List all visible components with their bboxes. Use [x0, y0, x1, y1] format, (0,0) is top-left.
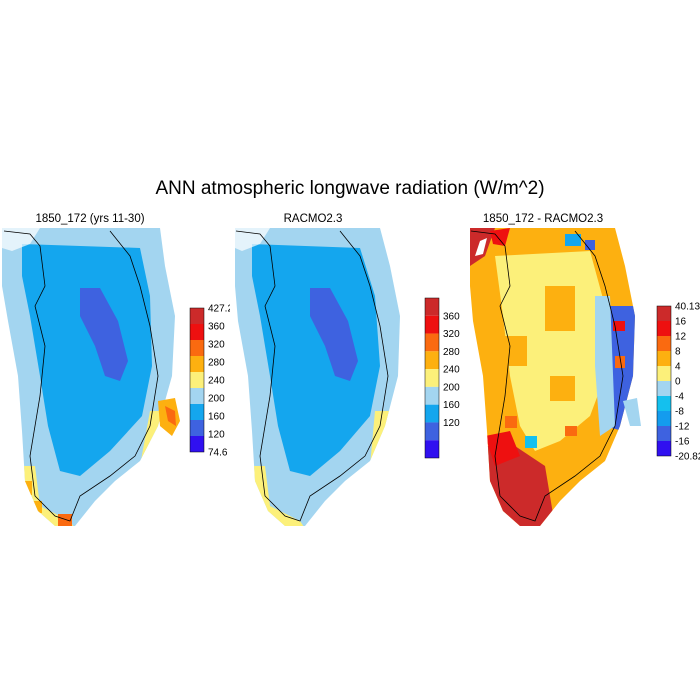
- colorbar-segment: [657, 441, 671, 456]
- colorbar-segment: [657, 321, 671, 336]
- greenland-field: [235, 228, 400, 526]
- colorbar-segment: [425, 386, 439, 405]
- colorbar-segment: [425, 422, 439, 441]
- colorbar-segment: [657, 366, 671, 381]
- colorbar-segment: [657, 426, 671, 441]
- colorbar-segment: [425, 351, 439, 370]
- colorbar-label: 8: [675, 347, 681, 358]
- colorbar-label: 74.6: [208, 448, 228, 459]
- colorbar-label: 320: [443, 329, 460, 340]
- colorbar-segment: [425, 298, 439, 316]
- panel-title-difference: 1850_172 - RACMO2.3: [482, 213, 604, 225]
- colorbar-label: 12: [675, 332, 687, 343]
- greenland-field: [2, 228, 180, 526]
- colorbar-label: 120: [208, 430, 225, 441]
- colorbar-label: 0: [675, 377, 681, 388]
- colorbar-label: -8: [675, 407, 684, 418]
- colorbar-label: -4: [675, 392, 684, 403]
- colorbar-label: 280: [443, 347, 460, 358]
- map-panel-model: 427.2 360 320 280 240 200 160 120 74.6: [2, 228, 230, 526]
- colorbar-label: 200: [443, 382, 460, 393]
- colorbar-segment: [657, 411, 671, 426]
- figure-title: ANN atmospheric longwave radiation (W/m^…: [155, 178, 545, 199]
- colorbar-label: 240: [443, 365, 460, 376]
- colorbar-segment: [190, 356, 204, 372]
- colorbar-label: 160: [443, 400, 460, 411]
- colorbar-segment: [190, 340, 204, 356]
- colorbar-label: 280: [208, 358, 225, 369]
- colorbar-segment: [657, 396, 671, 411]
- colorbar-segment: [657, 381, 671, 396]
- colorbar-segment: [657, 336, 671, 351]
- colorbar-segment: [190, 388, 204, 404]
- colorbar-segment: [190, 420, 204, 436]
- colorbar-label: 427.2: [208, 304, 230, 315]
- colorbar-label: -12: [675, 422, 690, 433]
- colorbar-segment: [425, 369, 439, 387]
- colorbar-label: 120: [443, 418, 460, 429]
- colorbar-segment: [190, 308, 204, 324]
- colorbar-segment: [425, 440, 439, 458]
- colorbar-label: 160: [208, 412, 225, 423]
- panel-title-model: 1850_172 (yrs 11-30): [35, 213, 145, 225]
- colorbar-segment: [190, 436, 204, 452]
- colorbar-label: -16: [675, 437, 690, 448]
- colorbar-difference: 40.13 16 12 8 4 0 -4 -8 -12 -16 -20.82: [656, 302, 700, 463]
- colorbar-segment: [425, 333, 439, 352]
- colorbar-segment: [190, 324, 204, 340]
- colorbar-label: 240: [208, 376, 225, 387]
- colorbar-segment: [190, 372, 204, 388]
- colorbar-label: 16: [675, 317, 687, 328]
- colorbar-label: 360: [443, 311, 460, 322]
- panel-title-racmo: RACMO2.3: [283, 213, 343, 225]
- colorbar-segment: [425, 404, 439, 423]
- colorbar-label: 200: [208, 394, 225, 405]
- colorbar-model: 427.2 360 320 280 240 200 160 120 74.6: [189, 304, 230, 459]
- colorbar-segment: [657, 351, 671, 366]
- colorbar-label: 320: [208, 340, 225, 351]
- colorbar-segment: [657, 306, 671, 321]
- map-panel-difference: 40.13 16 12 8 4 0 -4 -8 -12 -16 -20.82: [470, 228, 700, 526]
- map-panel-racmo: 360 320 280 240 200 160 120: [235, 228, 460, 526]
- colorbar-label: 40.13: [675, 302, 700, 313]
- colorbar-segment: [190, 404, 204, 420]
- colorbar-racmo: 360 320 280 240 200 160 120: [424, 297, 460, 459]
- colorbar-segment: [425, 315, 439, 334]
- colorbar-label: 4: [675, 362, 681, 373]
- colorbar-label: -20.82: [675, 452, 700, 463]
- colorbar-label: 360: [208, 322, 225, 333]
